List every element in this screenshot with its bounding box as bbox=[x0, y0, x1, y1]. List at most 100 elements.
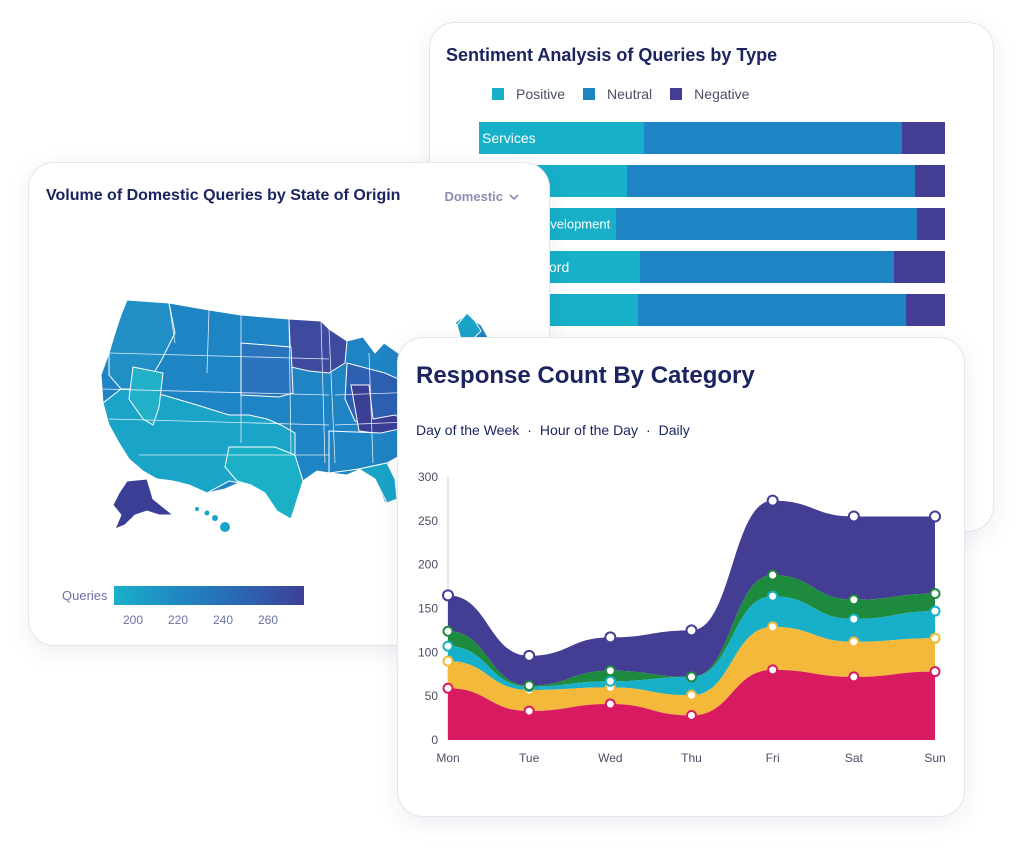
data-point[interactable] bbox=[686, 671, 697, 683]
data-point[interactable] bbox=[604, 675, 616, 687]
data-point[interactable] bbox=[604, 665, 616, 677]
response-area-chart[interactable]: 0 50 100 150 200 250 300 Mon Tue Wed Thu Fri Sat Sun bbox=[398, 338, 964, 816]
chevron-down-icon bbox=[509, 189, 519, 204]
bar-segment-negative[interactable] bbox=[894, 251, 945, 283]
data-point[interactable] bbox=[929, 605, 941, 617]
bar-segment-neutral[interactable] bbox=[615, 208, 917, 240]
legend-swatch-neutral bbox=[583, 88, 596, 100]
data-point[interactable] bbox=[767, 664, 779, 676]
map-region-mn-wi bbox=[288, 318, 348, 374]
us-states-map[interactable] bbox=[29, 163, 550, 583]
data-point[interactable] bbox=[523, 705, 535, 717]
y-tick-label: 250 bbox=[418, 514, 438, 528]
region-dropdown-value: Domestic bbox=[444, 189, 503, 204]
map-region-nevada bbox=[128, 366, 164, 426]
bar-segment-negative[interactable] bbox=[905, 294, 945, 326]
data-point[interactable] bbox=[442, 589, 454, 602]
bar-segment-neutral[interactable] bbox=[639, 251, 895, 283]
data-point[interactable] bbox=[767, 569, 779, 581]
x-tick-label: Tue bbox=[519, 751, 540, 765]
legend-item-neutral[interactable]: Neutral bbox=[583, 86, 652, 102]
color-scale-tick: 200 bbox=[122, 613, 144, 627]
data-point[interactable] bbox=[929, 588, 941, 600]
sentiment-chart-title: Sentiment Analysis of Queries by Type bbox=[446, 45, 778, 65]
map-region-central bbox=[240, 342, 294, 398]
map-chart-title: Volume of Domestic Queries by State of O… bbox=[46, 187, 401, 204]
y-tick-label: 100 bbox=[418, 645, 438, 659]
bar-segment-neutral[interactable] bbox=[644, 122, 903, 154]
data-point[interactable] bbox=[686, 709, 697, 721]
data-point[interactable] bbox=[442, 625, 454, 637]
color-scale-label: Queries bbox=[62, 588, 108, 603]
data-point[interactable] bbox=[442, 682, 454, 694]
y-tick-label: 50 bbox=[425, 689, 439, 703]
map-region-florida bbox=[357, 462, 398, 504]
data-point[interactable] bbox=[767, 590, 779, 602]
legend-label-neutral: Neutral bbox=[607, 86, 653, 102]
color-scale-bar bbox=[114, 586, 304, 605]
data-point[interactable] bbox=[442, 655, 454, 667]
bar-segment-negative[interactable] bbox=[914, 165, 945, 197]
legend-label-negative: Negative bbox=[694, 86, 750, 102]
region-dropdown[interactable]: Domestic bbox=[444, 189, 519, 204]
data-point[interactable] bbox=[848, 613, 860, 625]
bar-segment-positive[interactable]: Services bbox=[479, 122, 645, 154]
area-series-3[interactable] bbox=[448, 575, 935, 687]
data-point[interactable] bbox=[766, 494, 779, 507]
bar-segment-negative[interactable] bbox=[902, 122, 945, 154]
tab-separator: · bbox=[645, 422, 651, 438]
color-scale-tick: 260 bbox=[257, 613, 279, 627]
area-series-4[interactable] bbox=[448, 500, 935, 686]
y-tick-label: 300 bbox=[418, 470, 438, 484]
data-point[interactable] bbox=[604, 698, 616, 710]
map-region-maine bbox=[456, 312, 482, 340]
tab-daily[interactable]: Daily bbox=[658, 422, 690, 438]
x-tick-label: Sat bbox=[845, 751, 864, 765]
legend-swatch-positive bbox=[492, 88, 504, 100]
data-point[interactable] bbox=[929, 666, 941, 678]
data-point[interactable] bbox=[523, 680, 535, 692]
tab-day-of-week[interactable]: Day of the Week bbox=[416, 422, 520, 438]
bar-category-label: evelopment bbox=[543, 216, 611, 232]
x-tick-label: Mon bbox=[436, 751, 459, 765]
map-region-northwest bbox=[108, 299, 176, 390]
area-series-2[interactable] bbox=[448, 596, 935, 696]
x-tick-label: Sun bbox=[924, 751, 945, 765]
legend-swatch-negative bbox=[670, 88, 683, 100]
time-granularity-tabs: Day of the Week · Hour of the Day · Dail… bbox=[416, 422, 690, 438]
bar-category-label: ord bbox=[549, 259, 570, 275]
y-tick-label: 200 bbox=[418, 558, 438, 572]
data-point[interactable] bbox=[523, 649, 536, 662]
sentiment-bar-row[interactable]: Services bbox=[479, 122, 945, 154]
data-point[interactable] bbox=[929, 632, 941, 644]
x-tick-label: Fri bbox=[766, 751, 780, 765]
data-point[interactable] bbox=[847, 510, 860, 523]
bar-segment-neutral[interactable] bbox=[626, 165, 915, 197]
map-region-texas bbox=[224, 446, 304, 520]
data-point[interactable] bbox=[848, 671, 860, 683]
area-series-0[interactable] bbox=[448, 669, 935, 740]
legend-label-positive: Positive bbox=[516, 86, 566, 102]
data-point[interactable] bbox=[767, 621, 779, 633]
data-point[interactable] bbox=[604, 631, 617, 644]
y-tick-label: 150 bbox=[418, 602, 438, 616]
bar-segment-negative[interactable] bbox=[916, 208, 945, 240]
response-chart-title: Response Count By Category bbox=[416, 362, 755, 389]
bar-category-label: Services bbox=[482, 130, 536, 146]
y-tick-label: 0 bbox=[431, 733, 438, 747]
tab-separator: · bbox=[527, 422, 532, 438]
map-hawaii bbox=[195, 507, 230, 532]
color-scale-tick: 220 bbox=[167, 613, 189, 627]
data-point[interactable] bbox=[685, 624, 698, 637]
data-point[interactable] bbox=[848, 594, 860, 606]
bar-segment-neutral[interactable] bbox=[637, 294, 906, 326]
legend-item-negative[interactable]: Negative bbox=[670, 86, 749, 102]
legend-item-positive[interactable]: Positive bbox=[492, 86, 565, 102]
data-point[interactable] bbox=[929, 510, 941, 523]
data-point[interactable] bbox=[686, 689, 697, 701]
response-card: Response Count By Category Day of the We… bbox=[397, 337, 965, 817]
data-point[interactable] bbox=[442, 640, 454, 652]
area-series-1[interactable] bbox=[448, 626, 935, 716]
data-point[interactable] bbox=[848, 636, 860, 648]
tab-hour-of-day[interactable]: Hour of the Day bbox=[539, 422, 638, 438]
